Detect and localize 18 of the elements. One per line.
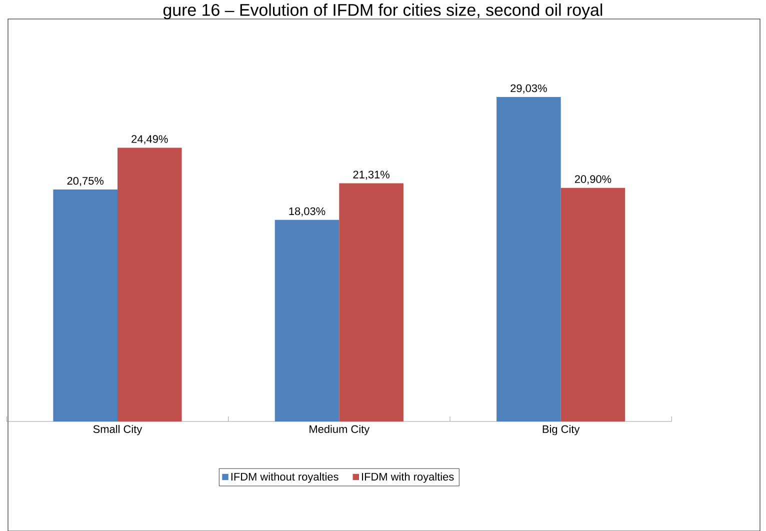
- data-label: 24,49%: [132, 134, 168, 144]
- data-label: 20,75%: [67, 176, 104, 186]
- data-label: 20,90%: [574, 175, 612, 184]
- bar: [117, 148, 182, 422]
- x-tick-label: Small City: [93, 424, 142, 435]
- x-tick-label: Big City: [542, 424, 580, 435]
- data-label: 21,31%: [353, 170, 390, 180]
- bar: [53, 189, 118, 422]
- legend-label: IFDM with royalties: [362, 472, 454, 483]
- data-label: 29,03%: [510, 84, 547, 94]
- legend-label: IFDM without royalties: [231, 472, 338, 483]
- data-label: 18,03%: [289, 207, 326, 216]
- bar: [496, 96, 561, 422]
- bar: [560, 188, 626, 422]
- bar: [339, 183, 404, 422]
- x-tick-label: Medium City: [310, 424, 370, 435]
- chart-title: gure 16 – Evolution of IFDM for cities size, second oil royal: [163, 3, 602, 20]
- bar: [274, 220, 340, 422]
